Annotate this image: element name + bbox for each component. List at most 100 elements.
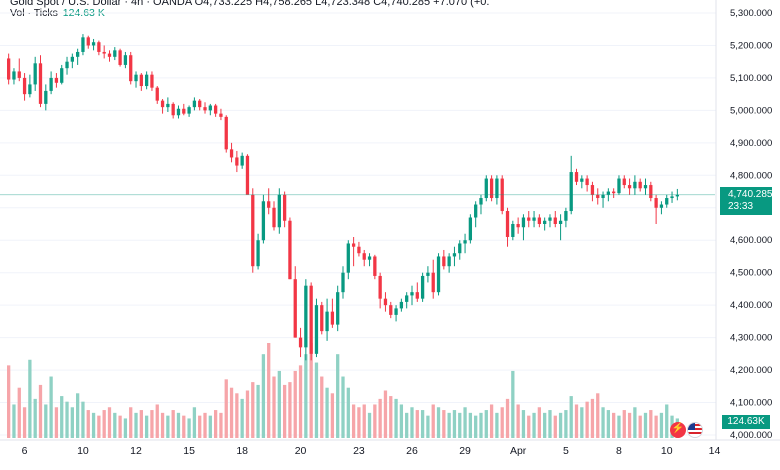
volume-bar [373, 404, 377, 438]
volume-bar [341, 376, 345, 438]
candle-body [574, 172, 579, 182]
volume-bar [569, 396, 573, 438]
candle-body [171, 103, 175, 116]
volume-bar [33, 398, 37, 438]
volume-bar [606, 410, 610, 438]
candle-body [373, 256, 377, 276]
symbol-ohlc-line[interactable]: Gold Spot / U.S. Dollar · 4h · OANDA O4,… [10, 0, 490, 8]
candle-body [144, 74, 149, 87]
volume-bar [150, 410, 154, 438]
time-tick-label: 26 [406, 445, 418, 457]
price-tick-label: 4,100.000 [730, 398, 772, 409]
candle-body [357, 246, 361, 254]
candle-body [44, 90, 48, 104]
candle-body [474, 204, 478, 218]
volume-bar [389, 396, 393, 438]
candle-body [102, 51, 106, 54]
candle-body [606, 191, 610, 195]
candle-body [288, 220, 292, 280]
volume-bar [139, 410, 143, 438]
candle-body [187, 107, 191, 114]
volume-bar [505, 398, 510, 438]
candle-body [489, 178, 494, 199]
candle-body [113, 50, 117, 57]
price-tick-label: 4,600.000 [730, 235, 772, 246]
volume-bar [134, 412, 138, 438]
candle-body [548, 217, 552, 221]
price-axis[interactable]: 5,300.000 5,200.000 5,100.000 5,000.000 4,90… [730, 8, 772, 441]
candle-body [107, 53, 112, 57]
candle-body [558, 220, 563, 224]
time-axis[interactable]: 6 10 12 15 18 20 23 26 29 Apr 5 8 10 14 [22, 445, 721, 457]
candle-body [527, 217, 531, 221]
candle-body [272, 207, 276, 228]
volume-bar [325, 387, 329, 438]
candle-body [12, 71, 16, 80]
volume-bar [351, 404, 356, 438]
candle-body [596, 194, 600, 199]
candle-body [521, 217, 526, 228]
volume-bar [431, 404, 435, 438]
current-volume-tag: 124.63K [722, 415, 770, 429]
candle-body [33, 63, 37, 85]
candle-body [399, 301, 404, 309]
volume-bar [649, 410, 653, 438]
volume-bar [12, 404, 16, 438]
volume-bar [383, 390, 388, 438]
volume-bar [330, 393, 335, 438]
candle-body [176, 108, 181, 116]
price-tick-label: 4,300.000 [730, 333, 772, 344]
us-flag-icon[interactable] [687, 422, 703, 438]
candle-body [505, 211, 510, 237]
candle-body [251, 194, 255, 267]
candle-body [65, 61, 69, 69]
volume-bar [91, 412, 96, 438]
lightning-icon[interactable]: ⚡ [670, 422, 686, 438]
candle-body [452, 253, 457, 257]
candle-body [118, 50, 122, 65]
candle-body [7, 58, 11, 80]
time-tick-label: 20 [295, 445, 307, 457]
candle-body [479, 198, 483, 205]
candle-body [81, 37, 85, 52]
candle-body [198, 100, 202, 108]
candle-body [585, 178, 589, 186]
candle-body [654, 198, 658, 208]
candle-body [76, 51, 80, 57]
candle-body [54, 77, 59, 83]
candle-body [553, 217, 557, 224]
candle-body [320, 305, 324, 332]
volume-bar [49, 376, 53, 438]
candle-body [256, 240, 260, 267]
volume-bar [543, 412, 547, 438]
candle-body [235, 157, 239, 166]
volume-bar [622, 410, 626, 438]
price-tick-label: 5,200.000 [730, 40, 772, 51]
volume-bar [118, 415, 122, 438]
volume-bar [633, 407, 637, 438]
price-tick-label: 5,100.000 [730, 73, 772, 84]
volume-bar [235, 393, 239, 438]
candle-body [405, 295, 409, 302]
volume-bar [251, 382, 255, 438]
candle-body [123, 55, 128, 65]
volume-bar [288, 382, 292, 438]
candle-body [638, 181, 642, 189]
candle-body [38, 63, 43, 104]
candle-body [166, 103, 170, 108]
candle-body [378, 275, 382, 299]
volume-bar [558, 412, 563, 438]
volume-bar [590, 398, 595, 438]
volume-bar [410, 407, 414, 438]
volume-bar [548, 410, 552, 438]
candle-body [458, 243, 462, 254]
price-tick-label: 4,200.000 [730, 365, 772, 376]
volume-bar [452, 410, 457, 438]
volume-bar [282, 384, 287, 438]
volume-bar [267, 343, 271, 438]
volume-bar [102, 410, 106, 438]
candle-body [293, 279, 297, 338]
volume-bar [123, 418, 128, 438]
candle-body [389, 305, 393, 315]
